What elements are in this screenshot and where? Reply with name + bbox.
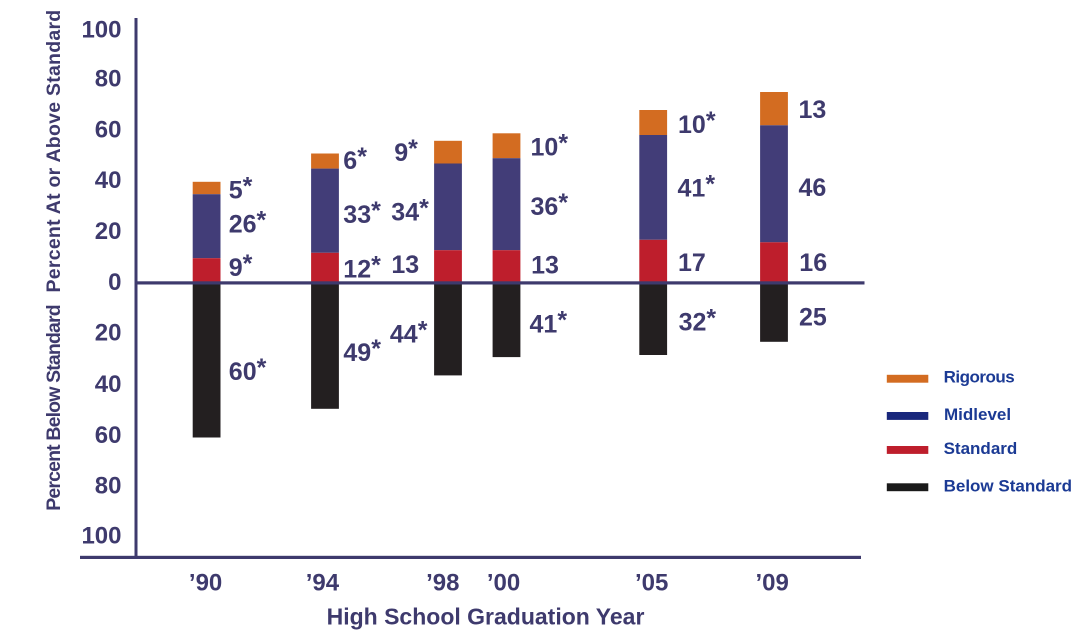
svg-text:49*: 49* xyxy=(343,335,381,367)
svg-text:80: 80 xyxy=(95,65,122,92)
svg-text:9*: 9* xyxy=(229,250,253,282)
svg-text:100: 100 xyxy=(81,16,121,43)
svg-text:12*: 12* xyxy=(343,252,381,284)
svg-text:6*: 6* xyxy=(343,143,367,175)
svg-text:13: 13 xyxy=(531,252,559,280)
svg-text:High School Graduation Year: High School Graduation Year xyxy=(327,604,645,630)
svg-text:9*: 9* xyxy=(394,135,418,167)
svg-text:13: 13 xyxy=(391,251,419,279)
svg-text:40: 40 xyxy=(95,167,122,194)
svg-text:17: 17 xyxy=(678,249,706,277)
svg-text:40: 40 xyxy=(95,371,122,398)
svg-text:60: 60 xyxy=(95,116,122,143)
svg-text:16: 16 xyxy=(799,249,827,277)
svg-text:80: 80 xyxy=(95,472,122,499)
svg-text:20: 20 xyxy=(95,320,122,347)
svg-text:41*: 41* xyxy=(678,170,716,202)
svg-text:13: 13 xyxy=(799,96,827,124)
svg-text:10*: 10* xyxy=(531,130,569,162)
svg-text:41*: 41* xyxy=(530,306,568,338)
svg-text:60: 60 xyxy=(95,422,122,449)
svg-text:46: 46 xyxy=(799,174,827,202)
svg-text:20: 20 xyxy=(95,218,122,245)
svg-text:’98: ’98 xyxy=(426,569,459,596)
svg-text:44*: 44* xyxy=(390,317,428,349)
svg-text:0: 0 xyxy=(108,269,121,296)
svg-text:Midlevel: Midlevel xyxy=(944,405,1011,424)
svg-text:Percent Below Standard: Percent Below Standard xyxy=(43,305,65,511)
svg-text:100: 100 xyxy=(81,523,121,550)
svg-text:33*: 33* xyxy=(343,197,381,229)
svg-text:’05: ’05 xyxy=(635,569,668,596)
svg-text:10*: 10* xyxy=(678,107,716,139)
svg-text:60*: 60* xyxy=(229,354,267,386)
svg-text:32*: 32* xyxy=(679,304,717,336)
svg-text:’09: ’09 xyxy=(756,569,789,596)
svg-text:Standard: Standard xyxy=(944,439,1018,458)
svg-text:36*: 36* xyxy=(531,189,569,221)
svg-text:Rigorous: Rigorous xyxy=(944,368,1015,387)
svg-text:’94: ’94 xyxy=(306,569,340,596)
svg-text:’00: ’00 xyxy=(487,569,520,596)
svg-text:’90: ’90 xyxy=(189,569,222,596)
svg-text:26*: 26* xyxy=(229,206,267,238)
svg-text:Below Standard: Below Standard xyxy=(944,476,1072,495)
svg-text:5*: 5* xyxy=(229,172,253,204)
svg-text:25: 25 xyxy=(799,303,827,331)
svg-text:34*: 34* xyxy=(391,194,429,226)
svg-text:Percent At or Above Standard: Percent At or Above Standard xyxy=(43,10,65,293)
